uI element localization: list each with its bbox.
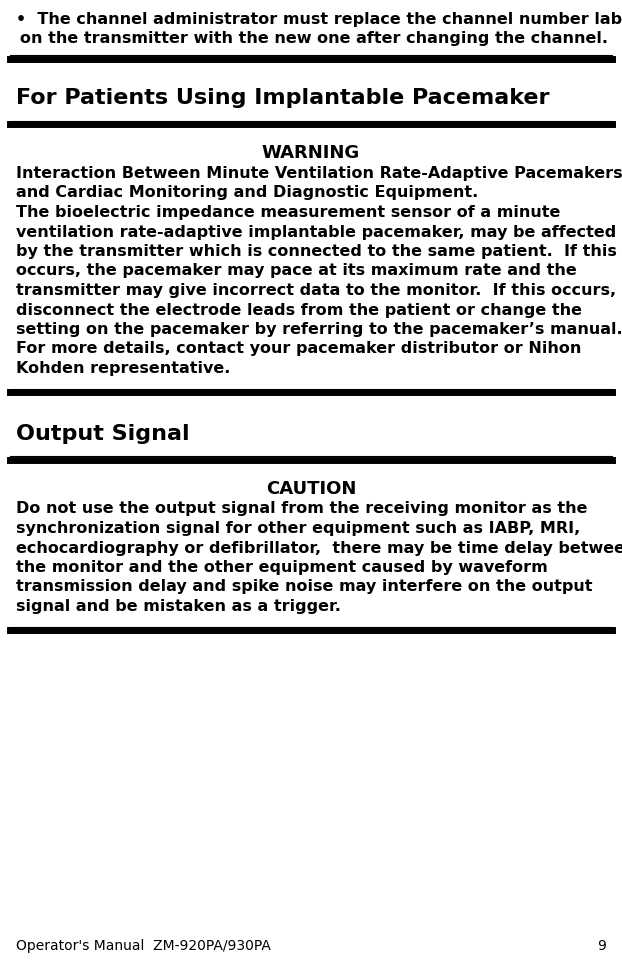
Text: synchronization signal for other equipment such as IABP, MRI,: synchronization signal for other equipme…: [16, 521, 580, 536]
Text: Operator's Manual  ZM-920PA/930PA: Operator's Manual ZM-920PA/930PA: [16, 939, 271, 953]
Text: 9: 9: [597, 939, 606, 953]
Text: WARNING: WARNING: [262, 144, 360, 162]
Text: Do not use the output signal from the receiving monitor as the: Do not use the output signal from the re…: [16, 502, 588, 516]
Text: Interaction Between Minute Ventilation Rate-Adaptive Pacemakers: Interaction Between Minute Ventilation R…: [16, 166, 622, 181]
Text: Kohden representative.: Kohden representative.: [16, 361, 230, 376]
Text: ventilation rate-adaptive implantable pacemaker, may be affected: ventilation rate-adaptive implantable pa…: [16, 224, 616, 240]
Text: For Patients Using Implantable Pacemaker: For Patients Using Implantable Pacemaker: [16, 89, 549, 108]
Text: transmitter may give incorrect data to the monitor.  If this occurs,: transmitter may give incorrect data to t…: [16, 283, 616, 298]
Text: The bioelectric impedance measurement sensor of a minute: The bioelectric impedance measurement se…: [16, 205, 560, 220]
Text: occurs, the pacemaker may pace at its maximum rate and the: occurs, the pacemaker may pace at its ma…: [16, 263, 577, 278]
Text: by the transmitter which is connected to the same patient.  If this: by the transmitter which is connected to…: [16, 244, 617, 259]
Text: Output Signal: Output Signal: [16, 424, 190, 444]
Text: the monitor and the other equipment caused by waveform: the monitor and the other equipment caus…: [16, 560, 548, 575]
Text: disconnect the electrode leads from the patient or change the: disconnect the electrode leads from the …: [16, 303, 582, 317]
Text: echocardiography or defibrillator,  there may be time delay between: echocardiography or defibrillator, there…: [16, 541, 622, 555]
Text: signal and be mistaken as a trigger.: signal and be mistaken as a trigger.: [16, 599, 341, 614]
Text: CAUTION: CAUTION: [266, 480, 356, 497]
Text: transmission delay and spike noise may interfere on the output: transmission delay and spike noise may i…: [16, 579, 593, 595]
Text: and Cardiac Monitoring and Diagnostic Equipment.: and Cardiac Monitoring and Diagnostic Eq…: [16, 186, 478, 200]
Text: on the transmitter with the new one after changing the channel.: on the transmitter with the new one afte…: [20, 32, 608, 46]
Text: •  The channel administrator must replace the channel number label: • The channel administrator must replace…: [16, 12, 622, 27]
Text: setting on the pacemaker by referring to the pacemaker’s manual.: setting on the pacemaker by referring to…: [16, 322, 622, 337]
Text: For more details, contact your pacemaker distributor or Nihon: For more details, contact your pacemaker…: [16, 341, 582, 357]
